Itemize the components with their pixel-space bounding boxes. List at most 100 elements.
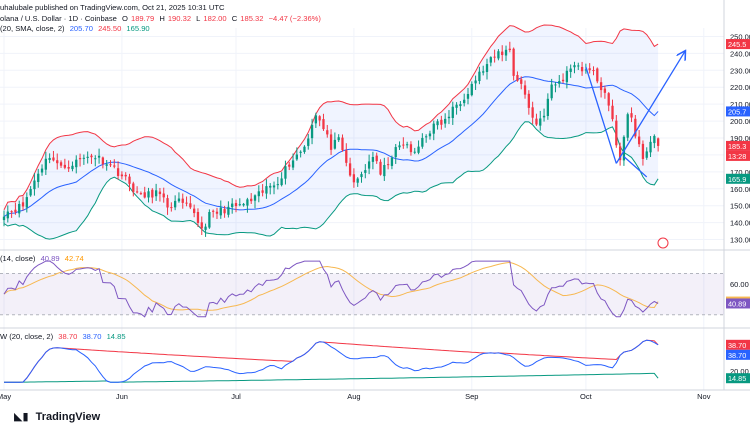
candle[interactable] [645,151,648,158]
candle[interactable] [200,222,203,229]
candle[interactable] [599,82,603,91]
candle[interactable] [14,209,17,213]
candle[interactable] [653,135,656,144]
candle[interactable] [158,191,162,195]
candle[interactable] [177,198,181,202]
candle[interactable] [25,197,28,208]
candle[interactable] [345,150,348,163]
candle[interactable] [67,167,70,169]
candle[interactable] [303,146,306,153]
candle[interactable] [637,136,641,145]
candle[interactable] [269,185,272,188]
candle[interactable] [128,176,131,184]
candle[interactable] [135,191,139,193]
candle[interactable] [558,81,561,84]
candle[interactable] [531,107,534,118]
candle[interactable] [75,159,78,168]
candle[interactable] [546,98,550,117]
candle[interactable] [402,144,405,146]
candle[interactable] [48,157,51,160]
rsi-pane[interactable] [0,260,724,318]
candle[interactable] [2,216,6,221]
candle[interactable] [94,158,97,160]
candle[interactable] [656,138,660,146]
candle[interactable] [44,158,47,170]
candle[interactable] [596,68,599,82]
candle[interactable] [154,190,158,197]
candle[interactable] [451,106,454,118]
bbw-highest-expansion-line[interactable] [4,339,659,383]
candle[interactable] [367,161,371,169]
annotation-drop-line[interactable] [585,66,617,164]
candle[interactable] [588,68,591,71]
candle[interactable] [162,193,165,198]
candle[interactable] [295,154,298,160]
bbw-lowest-contraction-line[interactable] [4,372,659,383]
candle[interactable] [40,168,44,173]
candle[interactable] [341,137,344,151]
candle[interactable] [272,185,276,188]
candle[interactable] [151,189,154,198]
candle[interactable] [459,104,462,107]
candle[interactable] [147,191,150,198]
candle[interactable] [360,174,363,178]
candle[interactable] [59,162,63,166]
candle[interactable] [428,133,432,137]
price-pane[interactable] [2,24,685,249]
annotation-projection-arrow[interactable] [615,52,684,164]
candle[interactable] [485,64,489,73]
candle[interactable] [189,203,192,208]
candle[interactable] [470,83,473,96]
candle[interactable] [261,190,264,193]
candle[interactable] [105,164,108,166]
candle[interactable] [322,119,325,130]
candle[interactable] [231,203,234,208]
candle[interactable] [132,183,135,192]
bb-upper-line[interactable] [3,24,659,211]
candle[interactable] [21,202,25,207]
price-axis[interactable]: 130.00140.00150.00160.00170.00180.00190.… [726,32,750,384]
candle[interactable] [265,186,268,194]
candle[interactable] [333,139,337,149]
candle[interactable] [421,137,424,147]
candle[interactable] [33,180,36,190]
candle[interactable] [314,115,318,124]
candle[interactable] [348,163,352,176]
tradingview-brand[interactable]: ◣▮ TradingView [14,410,100,423]
candle[interactable] [489,57,492,63]
candle[interactable] [181,198,184,203]
bb-legend[interactable]: (20, SMA, close, 2) 205.70 245.50 165.90 [0,24,153,33]
candle[interactable] [371,156,375,162]
candle[interactable] [18,203,21,214]
candle[interactable] [580,66,584,72]
candle[interactable] [440,119,443,125]
bb-lower-line[interactable] [3,121,659,240]
candle[interactable] [86,156,89,158]
candle[interactable] [242,203,245,206]
bbw-legend[interactable]: W (20, close, 2) 38.70 38.70 14.85 [0,332,129,341]
candle[interactable] [170,207,173,209]
candle[interactable] [10,211,13,213]
bb-basis-line[interactable] [3,76,659,218]
candle[interactable] [29,189,32,196]
candle[interactable] [482,71,485,73]
candle[interactable] [512,48,515,76]
candle[interactable] [425,136,428,138]
candle[interactable] [257,191,260,197]
annotation-band-line[interactable] [623,156,648,178]
candle[interactable] [508,48,511,51]
candle[interactable] [238,204,241,206]
candle[interactable] [356,178,359,183]
candle[interactable] [398,145,401,148]
candle[interactable] [394,147,397,158]
candle[interactable] [139,193,143,195]
candle[interactable] [109,164,112,166]
candle[interactable] [573,65,576,68]
rsi-line[interactable] [3,260,659,318]
candle[interactable] [234,203,238,207]
candle[interactable] [113,165,116,167]
candle[interactable] [90,155,93,158]
event-marker-icon[interactable] [657,237,669,249]
candle[interactable] [173,200,177,208]
